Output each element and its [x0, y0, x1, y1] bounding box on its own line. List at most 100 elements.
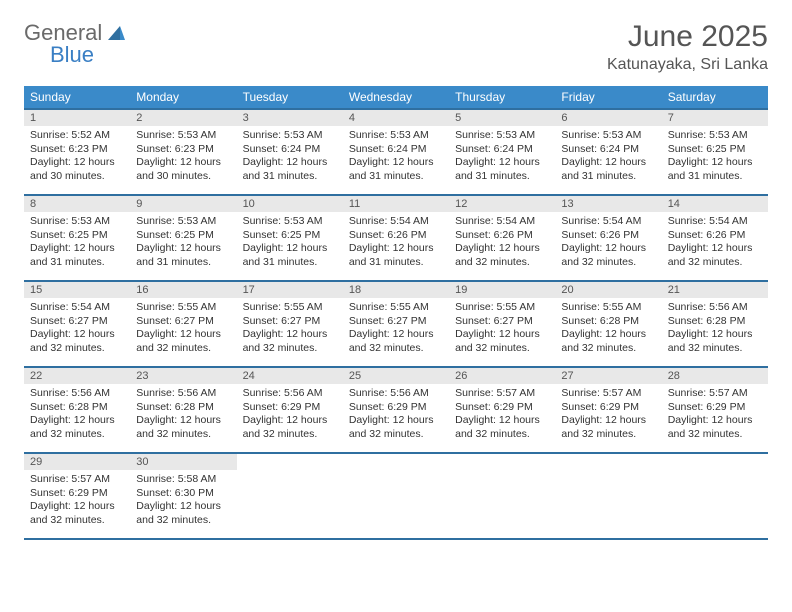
location: Katunayaka, Sri Lanka [607, 56, 768, 74]
day-number: 11 [343, 196, 449, 212]
day-number: 29 [24, 454, 130, 470]
day-number: 21 [662, 282, 768, 298]
weekday-header: Sunday [24, 86, 130, 109]
day-number: 14 [662, 196, 768, 212]
day-details: Sunrise: 5:53 AMSunset: 6:23 PMDaylight:… [130, 126, 236, 188]
day-details: Sunrise: 5:55 AMSunset: 6:27 PMDaylight:… [237, 298, 343, 360]
day-number: 12 [449, 196, 555, 212]
calendar-day-cell: 24Sunrise: 5:56 AMSunset: 6:29 PMDayligh… [237, 367, 343, 453]
day-details: Sunrise: 5:57 AMSunset: 6:29 PMDaylight:… [24, 470, 130, 532]
day-details: Sunrise: 5:55 AMSunset: 6:27 PMDaylight:… [130, 298, 236, 360]
calendar-day-cell: 25Sunrise: 5:56 AMSunset: 6:29 PMDayligh… [343, 367, 449, 453]
day-details: Sunrise: 5:54 AMSunset: 6:27 PMDaylight:… [24, 298, 130, 360]
header: General Blue June 2025 Katunayaka, Sri L… [24, 20, 768, 74]
day-details: Sunrise: 5:56 AMSunset: 6:29 PMDaylight:… [237, 384, 343, 446]
day-details: Sunrise: 5:56 AMSunset: 6:28 PMDaylight:… [662, 298, 768, 360]
calendar-day-cell: 18Sunrise: 5:55 AMSunset: 6:27 PMDayligh… [343, 281, 449, 367]
calendar-day-cell: 27Sunrise: 5:57 AMSunset: 6:29 PMDayligh… [555, 367, 661, 453]
calendar-day-cell [449, 453, 555, 539]
day-number: 19 [449, 282, 555, 298]
day-number: 28 [662, 368, 768, 384]
calendar-day-cell: 17Sunrise: 5:55 AMSunset: 6:27 PMDayligh… [237, 281, 343, 367]
calendar-day-cell: 28Sunrise: 5:57 AMSunset: 6:29 PMDayligh… [662, 367, 768, 453]
calendar-day-cell: 2Sunrise: 5:53 AMSunset: 6:23 PMDaylight… [130, 109, 236, 195]
day-details: Sunrise: 5:56 AMSunset: 6:28 PMDaylight:… [130, 384, 236, 446]
day-details: Sunrise: 5:53 AMSunset: 6:24 PMDaylight:… [449, 126, 555, 188]
calendar-day-cell: 20Sunrise: 5:55 AMSunset: 6:28 PMDayligh… [555, 281, 661, 367]
day-number: 6 [555, 110, 661, 126]
calendar-day-cell: 5Sunrise: 5:53 AMSunset: 6:24 PMDaylight… [449, 109, 555, 195]
weekday-header-row: Sunday Monday Tuesday Wednesday Thursday… [24, 86, 768, 109]
weekday-header: Monday [130, 86, 236, 109]
month-title: June 2025 [607, 20, 768, 54]
day-details: Sunrise: 5:54 AMSunset: 6:26 PMDaylight:… [449, 212, 555, 274]
day-details: Sunrise: 5:52 AMSunset: 6:23 PMDaylight:… [24, 126, 130, 188]
calendar-day-cell: 13Sunrise: 5:54 AMSunset: 6:26 PMDayligh… [555, 195, 661, 281]
calendar-day-cell [662, 453, 768, 539]
day-number: 4 [343, 110, 449, 126]
day-number: 1 [24, 110, 130, 126]
calendar-day-cell [237, 453, 343, 539]
calendar-day-cell: 8Sunrise: 5:53 AMSunset: 6:25 PMDaylight… [24, 195, 130, 281]
day-number: 15 [24, 282, 130, 298]
day-number: 2 [130, 110, 236, 126]
day-details: Sunrise: 5:57 AMSunset: 6:29 PMDaylight:… [449, 384, 555, 446]
calendar-week-row: 22Sunrise: 5:56 AMSunset: 6:28 PMDayligh… [24, 367, 768, 453]
calendar-day-cell: 6Sunrise: 5:53 AMSunset: 6:24 PMDaylight… [555, 109, 661, 195]
day-details: Sunrise: 5:54 AMSunset: 6:26 PMDaylight:… [662, 212, 768, 274]
day-details: Sunrise: 5:53 AMSunset: 6:25 PMDaylight:… [662, 126, 768, 188]
day-number: 18 [343, 282, 449, 298]
calendar-day-cell: 16Sunrise: 5:55 AMSunset: 6:27 PMDayligh… [130, 281, 236, 367]
calendar-day-cell: 21Sunrise: 5:56 AMSunset: 6:28 PMDayligh… [662, 281, 768, 367]
calendar-day-cell: 3Sunrise: 5:53 AMSunset: 6:24 PMDaylight… [237, 109, 343, 195]
day-details: Sunrise: 5:53 AMSunset: 6:25 PMDaylight:… [24, 212, 130, 274]
calendar-week-row: 15Sunrise: 5:54 AMSunset: 6:27 PMDayligh… [24, 281, 768, 367]
day-number: 8 [24, 196, 130, 212]
calendar-day-cell: 9Sunrise: 5:53 AMSunset: 6:25 PMDaylight… [130, 195, 236, 281]
logo-sail-icon [106, 24, 126, 42]
day-number: 25 [343, 368, 449, 384]
calendar-day-cell: 26Sunrise: 5:57 AMSunset: 6:29 PMDayligh… [449, 367, 555, 453]
calendar-day-cell: 30Sunrise: 5:58 AMSunset: 6:30 PMDayligh… [130, 453, 236, 539]
calendar-day-cell: 12Sunrise: 5:54 AMSunset: 6:26 PMDayligh… [449, 195, 555, 281]
calendar-day-cell: 7Sunrise: 5:53 AMSunset: 6:25 PMDaylight… [662, 109, 768, 195]
day-details: Sunrise: 5:53 AMSunset: 6:24 PMDaylight:… [237, 126, 343, 188]
day-number: 13 [555, 196, 661, 212]
calendar-day-cell: 23Sunrise: 5:56 AMSunset: 6:28 PMDayligh… [130, 367, 236, 453]
day-details: Sunrise: 5:56 AMSunset: 6:28 PMDaylight:… [24, 384, 130, 446]
day-number: 24 [237, 368, 343, 384]
day-number: 26 [449, 368, 555, 384]
day-details: Sunrise: 5:55 AMSunset: 6:27 PMDaylight:… [343, 298, 449, 360]
day-number: 10 [237, 196, 343, 212]
weekday-header: Friday [555, 86, 661, 109]
logo-text-2: Blue [50, 42, 94, 68]
day-number: 22 [24, 368, 130, 384]
day-details: Sunrise: 5:56 AMSunset: 6:29 PMDaylight:… [343, 384, 449, 446]
calendar-day-cell: 4Sunrise: 5:53 AMSunset: 6:24 PMDaylight… [343, 109, 449, 195]
day-details: Sunrise: 5:53 AMSunset: 6:25 PMDaylight:… [130, 212, 236, 274]
day-details: Sunrise: 5:53 AMSunset: 6:25 PMDaylight:… [237, 212, 343, 274]
weekday-header: Wednesday [343, 86, 449, 109]
calendar-day-cell: 22Sunrise: 5:56 AMSunset: 6:28 PMDayligh… [24, 367, 130, 453]
day-details: Sunrise: 5:54 AMSunset: 6:26 PMDaylight:… [343, 212, 449, 274]
day-details: Sunrise: 5:54 AMSunset: 6:26 PMDaylight:… [555, 212, 661, 274]
calendar-week-row: 1Sunrise: 5:52 AMSunset: 6:23 PMDaylight… [24, 109, 768, 195]
calendar-day-cell [555, 453, 661, 539]
calendar-day-cell: 29Sunrise: 5:57 AMSunset: 6:29 PMDayligh… [24, 453, 130, 539]
calendar-day-cell: 15Sunrise: 5:54 AMSunset: 6:27 PMDayligh… [24, 281, 130, 367]
day-details: Sunrise: 5:57 AMSunset: 6:29 PMDaylight:… [662, 384, 768, 446]
day-details: Sunrise: 5:53 AMSunset: 6:24 PMDaylight:… [343, 126, 449, 188]
logo: General Blue [24, 20, 126, 46]
day-details: Sunrise: 5:58 AMSunset: 6:30 PMDaylight:… [130, 470, 236, 532]
calendar-page: General Blue June 2025 Katunayaka, Sri L… [0, 0, 792, 560]
calendar-day-cell: 14Sunrise: 5:54 AMSunset: 6:26 PMDayligh… [662, 195, 768, 281]
day-number: 23 [130, 368, 236, 384]
title-block: June 2025 Katunayaka, Sri Lanka [607, 20, 768, 74]
calendar-day-cell: 1Sunrise: 5:52 AMSunset: 6:23 PMDaylight… [24, 109, 130, 195]
weekday-header: Thursday [449, 86, 555, 109]
weekday-header: Tuesday [237, 86, 343, 109]
calendar-table: Sunday Monday Tuesday Wednesday Thursday… [24, 86, 768, 540]
day-number: 7 [662, 110, 768, 126]
calendar-day-cell [343, 453, 449, 539]
weekday-header: Saturday [662, 86, 768, 109]
